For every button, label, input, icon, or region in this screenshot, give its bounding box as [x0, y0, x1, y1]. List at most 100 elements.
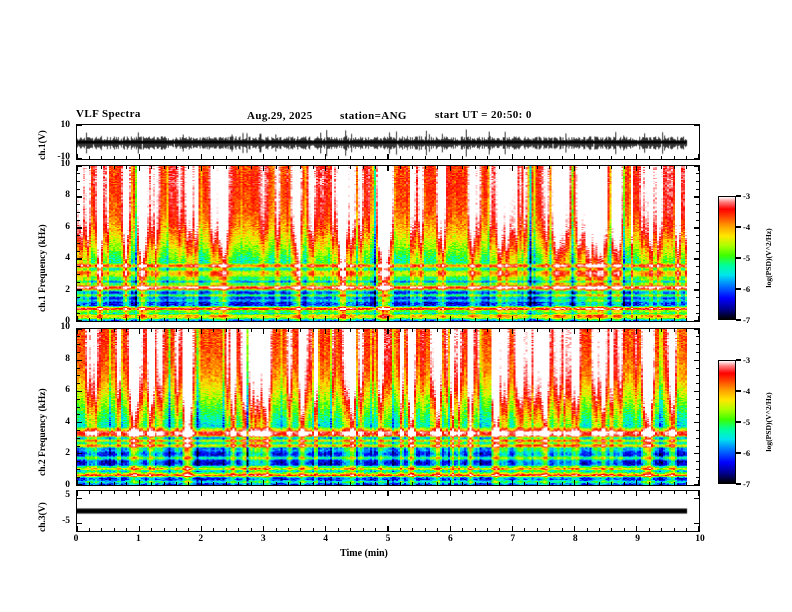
x-minor-tick	[549, 156, 551, 159]
x-major-tick	[574, 316, 576, 321]
x-major-tick	[574, 526, 576, 531]
x-major-tick	[138, 329, 140, 334]
colorbar-tick-label: -7	[743, 315, 751, 325]
x-minor-tick	[362, 482, 364, 485]
y-minor-tick	[696, 204, 699, 206]
y-minor-tick	[696, 281, 699, 283]
ch1-waveform-axis-title: ch.1(V)	[38, 130, 48, 160]
x-major-tick	[511, 329, 513, 334]
y-minor-tick	[77, 344, 80, 346]
x-minor-tick	[561, 482, 563, 485]
x-minor-tick	[163, 528, 165, 531]
x-minor-tick	[499, 166, 501, 169]
x-minor-tick	[412, 491, 414, 494]
x-minor-tick	[225, 491, 227, 494]
y-major-tick	[694, 166, 699, 167]
x-minor-tick	[312, 156, 314, 159]
x-minor-tick	[598, 329, 600, 332]
y-tick-label: 4	[65, 416, 70, 427]
y-major-tick	[77, 227, 82, 229]
x-minor-tick	[598, 156, 600, 159]
x-minor-tick	[499, 318, 501, 321]
x-minor-tick	[686, 318, 688, 321]
x-minor-tick	[549, 166, 551, 169]
y-tick-label: 2	[65, 448, 70, 459]
y-minor-tick	[696, 312, 699, 314]
x-minor-tick	[536, 329, 538, 332]
x-minor-tick	[176, 329, 178, 332]
x-minor-tick	[399, 528, 401, 531]
x-major-tick	[698, 526, 699, 531]
y-tick-label: 6	[65, 385, 70, 396]
x-minor-tick	[598, 491, 600, 494]
y-minor-tick	[696, 188, 699, 190]
x-minor-tick	[412, 482, 414, 485]
ch1-spectrogram-axis-title: ch.1 Frequency (kHz)	[38, 224, 48, 312]
x-minor-tick	[561, 528, 563, 531]
x-major-tick	[449, 526, 451, 531]
colorbar-ch2-gradient	[718, 360, 736, 484]
x-minor-tick	[424, 329, 426, 332]
x-minor-tick	[350, 482, 352, 485]
y-major-tick	[694, 125, 699, 126]
x-minor-tick	[487, 156, 489, 159]
colorbar-tick	[736, 195, 741, 197]
x-minor-tick	[312, 528, 314, 531]
x-minor-tick	[412, 166, 414, 169]
y-minor-tick	[696, 266, 699, 268]
x-major-tick	[698, 329, 699, 334]
x-minor-tick	[300, 482, 302, 485]
x-minor-tick	[623, 482, 625, 485]
x-major-tick	[698, 316, 699, 321]
x-minor-tick	[275, 491, 277, 494]
x-major-tick	[263, 316, 265, 321]
ch2-spectrogram-axis-title: ch.2 Frequency (kHz)	[38, 388, 48, 476]
x-minor-tick	[524, 491, 526, 494]
y-minor-tick	[77, 414, 80, 416]
x-minor-tick	[524, 318, 526, 321]
y-tick-label: 8	[65, 190, 70, 201]
x-major-tick	[263, 166, 265, 171]
x-minor-tick	[275, 482, 277, 485]
x-major-tick	[200, 154, 202, 159]
y-tick-label: 8	[65, 353, 70, 364]
colorbar-tick-label: -4	[743, 386, 751, 396]
x-major-tick	[200, 526, 202, 531]
colorbar-tick	[736, 226, 741, 228]
x-minor-tick	[113, 482, 115, 485]
y-major-tick	[694, 289, 699, 291]
y-minor-tick	[77, 445, 80, 447]
y-major-tick	[77, 320, 82, 321]
colorbar-tick	[736, 483, 741, 485]
y-major-tick	[694, 320, 699, 321]
x-major-tick	[77, 480, 78, 485]
x-major-tick	[387, 166, 389, 171]
colorbar-tick	[736, 421, 741, 423]
y-minor-tick	[77, 181, 80, 182]
y-minor-tick	[77, 461, 80, 463]
x-minor-tick	[561, 156, 563, 159]
x-minor-tick	[213, 528, 215, 531]
x-minor-tick	[225, 329, 227, 332]
x-minor-tick	[350, 329, 352, 332]
x-minor-tick	[648, 329, 650, 332]
x-minor-tick	[611, 166, 613, 169]
x-minor-tick	[225, 528, 227, 531]
x-minor-tick	[176, 528, 178, 531]
x-major-tick	[511, 154, 513, 159]
y-minor-tick	[696, 336, 699, 338]
x-minor-tick	[275, 329, 277, 332]
y-minor-tick	[77, 437, 80, 439]
x-minor-tick	[437, 482, 439, 485]
x-minor-tick	[686, 482, 688, 485]
x-minor-tick	[163, 482, 165, 485]
ch1-waveform-plot-area	[77, 125, 699, 159]
y-tick-label: 4	[65, 253, 70, 264]
x-minor-tick	[113, 166, 115, 169]
x-minor-tick	[487, 329, 489, 332]
colorbar-tick	[736, 257, 741, 259]
colorbar-tick-label: -3	[743, 355, 751, 365]
y-minor-tick	[77, 312, 80, 314]
y-minor-tick	[696, 476, 699, 478]
